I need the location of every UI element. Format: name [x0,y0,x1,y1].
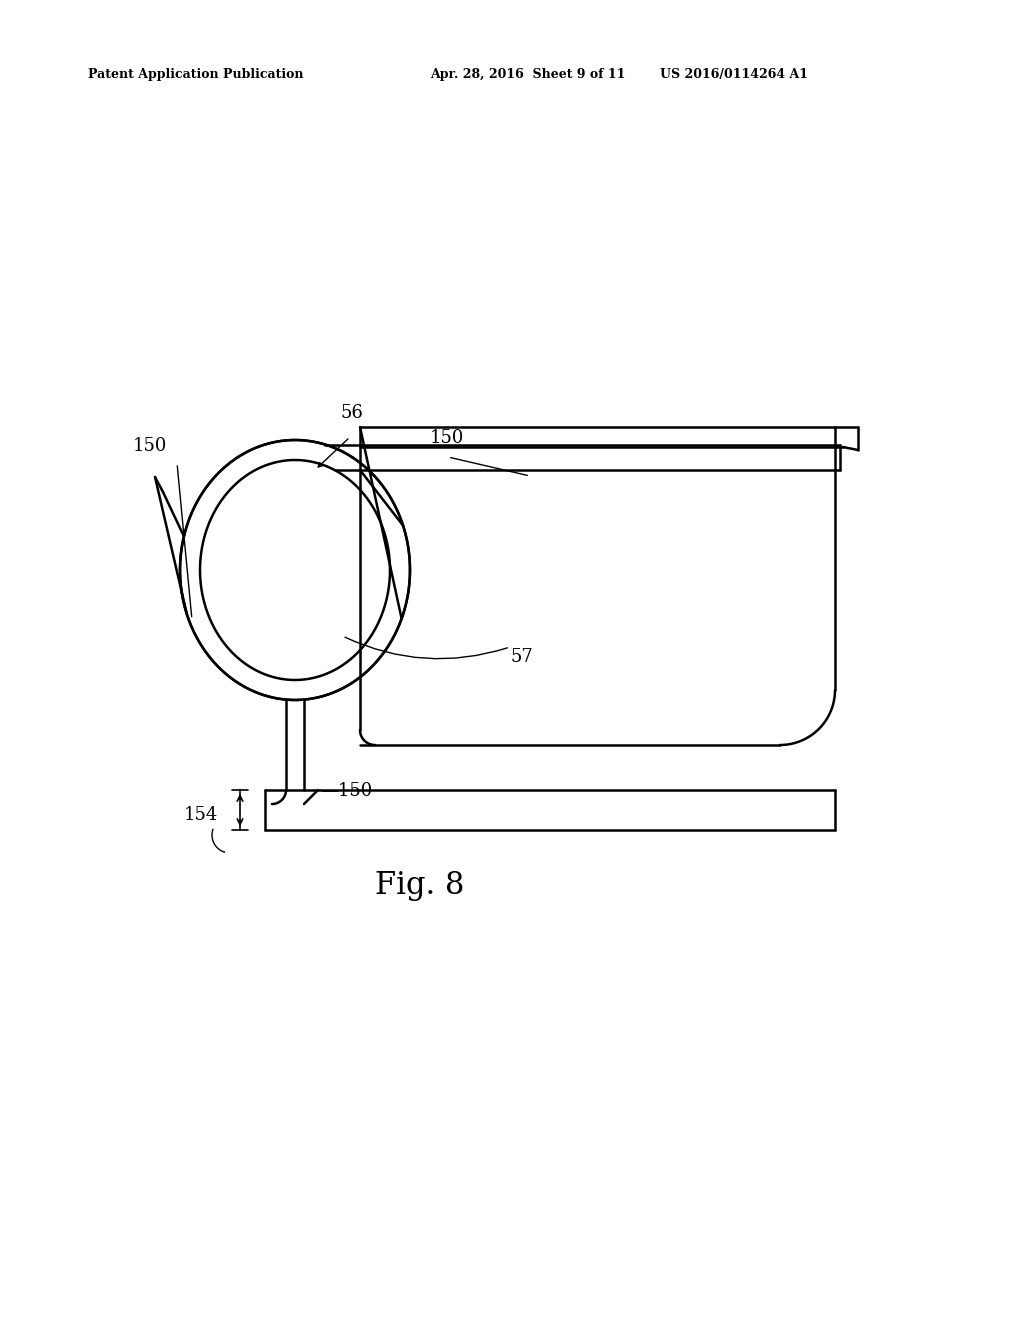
Text: US 2016/0114264 A1: US 2016/0114264 A1 [660,69,808,81]
Text: Patent Application Publication: Patent Application Publication [88,69,303,81]
Text: 150: 150 [133,437,167,455]
Text: 154: 154 [183,807,218,824]
Text: 150: 150 [430,429,464,447]
Text: 56: 56 [341,404,364,422]
Text: —150: —150 [319,781,373,800]
Text: Fig. 8: Fig. 8 [376,870,465,902]
Text: Apr. 28, 2016  Sheet 9 of 11: Apr. 28, 2016 Sheet 9 of 11 [430,69,626,81]
Text: 57: 57 [510,648,532,667]
